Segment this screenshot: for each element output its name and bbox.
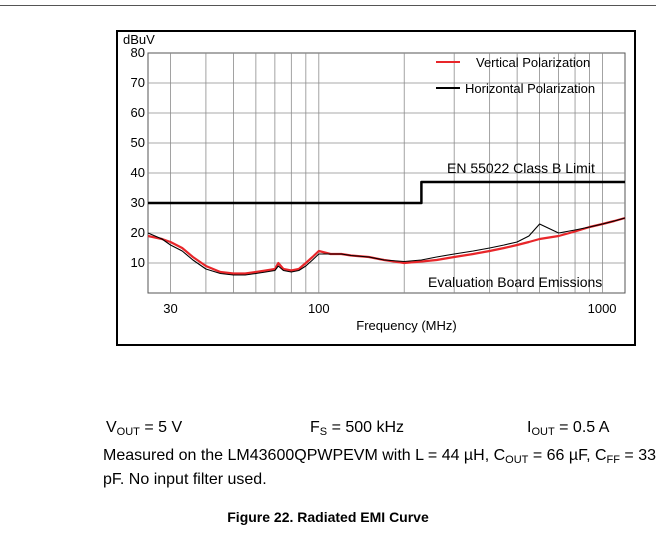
y-tick-label: 40 (131, 165, 145, 180)
series-layer (147, 180, 626, 276)
page-top-rule (0, 5, 656, 6)
iout-param: IOUT = 0.5 A (527, 419, 610, 438)
series-horizontal-polarization (147, 217, 626, 276)
legend-label-horizontal: Horizontal Polarization (465, 81, 595, 96)
tick-labels: 10 20 30 40 50 60 70 80 30 100 1000 (131, 45, 617, 316)
y-tick-label: 50 (131, 135, 145, 150)
y-tick-label: 60 (131, 105, 145, 120)
measurement-note: Measured on the LM43600QPWPEVM with L = … (103, 447, 656, 488)
emi-chart: 10 20 30 40 50 60 70 80 30 100 1000 dBuV Frequency … (116, 30, 636, 346)
vout-param: VOUT = 5 V (106, 419, 183, 438)
x-tick-label: 100 (308, 301, 330, 316)
legend-label-vertical: Vertical Polarization (476, 55, 590, 70)
emissions-annotation: Evaluation Board Emissions (428, 274, 602, 290)
y-tick-label: 30 (131, 195, 145, 210)
x-tick-label: 30 (163, 301, 177, 316)
series-class-b-limit (148, 180, 625, 205)
y-tick-label: 10 (131, 255, 145, 270)
legend: Vertical Polarization Horizontal Polariza… (436, 55, 595, 96)
fs-param: FS = 500 kHz (310, 419, 405, 438)
chart-labels: dBuV Frequency (MHz) EN 55022 Class B Limi… (123, 32, 602, 333)
emi-chart-svg: 10 20 30 40 50 60 70 80 30 100 1000 dBuV Frequency … (123, 32, 626, 333)
y-tick-label: 70 (131, 75, 145, 90)
x-tick-label: 1000 (588, 301, 617, 316)
series-vertical-polarization (147, 216, 626, 275)
y-axis-label: dBuV (123, 32, 155, 47)
y-tick-label: 80 (131, 45, 145, 60)
x-axis-label: Frequency (MHz) (356, 318, 456, 333)
figure-caption: Figure 22. Radiated EMI Curve (227, 509, 429, 525)
grid (147, 52, 626, 294)
limit-annotation: EN 55022 Class B Limit (447, 160, 595, 176)
y-tick-label: 20 (131, 225, 145, 240)
